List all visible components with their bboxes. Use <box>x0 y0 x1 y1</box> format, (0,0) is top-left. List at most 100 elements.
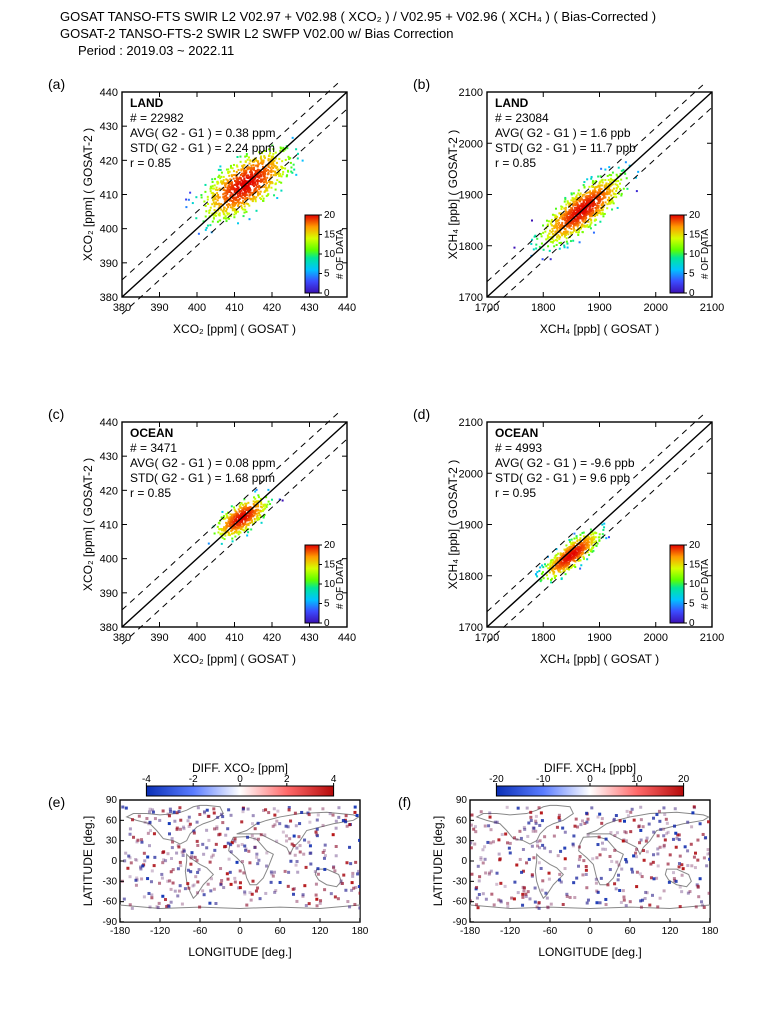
svg-text:2000: 2000 <box>459 468 483 480</box>
svg-text:390: 390 <box>150 302 168 314</box>
svg-text:# OF DATA: # OF DATA <box>335 229 346 280</box>
svg-text:-20: -20 <box>489 774 504 785</box>
svg-text:1900: 1900 <box>459 190 483 202</box>
svg-text:# OF DATA: # OF DATA <box>700 559 711 610</box>
svg-text:XCO₂ [ppm] ( GOSAT-2 ): XCO₂ [ppm] ( GOSAT-2 ) <box>81 458 95 591</box>
svg-text:1800: 1800 <box>531 302 555 314</box>
svg-text:0: 0 <box>324 618 330 629</box>
svg-text:2100: 2100 <box>459 87 483 99</box>
svg-text:2000: 2000 <box>644 302 668 314</box>
svg-text:1900: 1900 <box>459 520 483 532</box>
figure: { "header": { "line1": "GOSAT TANSO-FTS … <box>0 0 770 1024</box>
svg-text:XCO₂ [ppm] ( GOSAT ): XCO₂ [ppm] ( GOSAT ) <box>173 322 296 336</box>
svg-text:0: 0 <box>237 926 243 937</box>
svg-text:0: 0 <box>587 774 593 785</box>
panel-label-f: (f) <box>398 794 411 810</box>
svg-text:15: 15 <box>689 560 701 571</box>
svg-text:420: 420 <box>100 155 118 167</box>
svg-text:30: 30 <box>106 836 118 847</box>
svg-text:440: 440 <box>338 632 356 644</box>
panel-label-e: (e) <box>48 794 65 810</box>
svg-text:2100: 2100 <box>459 417 483 429</box>
svg-text:LONGITUDE [deg.]: LONGITUDE [deg.] <box>538 945 641 959</box>
svg-text:0: 0 <box>324 288 330 299</box>
svg-text:430: 430 <box>300 302 318 314</box>
svg-text:180: 180 <box>352 926 369 937</box>
svg-text:2100: 2100 <box>700 302 724 314</box>
svg-text:5: 5 <box>324 599 330 610</box>
svg-text:20: 20 <box>678 774 690 785</box>
svg-text:-30: -30 <box>103 876 118 887</box>
svg-text:-90: -90 <box>453 917 468 928</box>
svg-text:-2: -2 <box>189 774 198 785</box>
svg-text:430: 430 <box>300 632 318 644</box>
svg-text:10: 10 <box>324 579 336 590</box>
svg-text:390: 390 <box>100 258 118 270</box>
svg-text:380: 380 <box>100 622 118 634</box>
svg-text:-120: -120 <box>150 926 170 937</box>
header-line-2: GOSAT-2 TANSO-FTS-2 SWIR L2 SWFP V02.00 … <box>60 25 656 42</box>
svg-text:1800: 1800 <box>459 571 483 583</box>
svg-text:0: 0 <box>587 926 593 937</box>
svg-text:15: 15 <box>689 230 701 241</box>
svg-text:-4: -4 <box>142 774 151 785</box>
panel-c: (c)3803803903904004004104104204204304304… <box>80 412 360 667</box>
stats-b: LAND# = 23084AVG( G2 - G1 ) = 1.6 ppbSTD… <box>495 96 636 171</box>
svg-text:20: 20 <box>324 540 336 551</box>
svg-text:410: 410 <box>100 520 118 532</box>
svg-text:20: 20 <box>324 210 336 221</box>
panel-e: (e)DIFF. XCO₂ [ppm]-4-2024-180-120-60060… <box>80 760 370 960</box>
svg-text:1800: 1800 <box>531 632 555 644</box>
svg-text:390: 390 <box>100 588 118 600</box>
svg-text:420: 420 <box>263 302 281 314</box>
svg-text:400: 400 <box>100 554 118 566</box>
svg-text:400: 400 <box>188 632 206 644</box>
svg-text:LONGITUDE [deg.]: LONGITUDE [deg.] <box>188 945 291 959</box>
svg-text:-60: -60 <box>193 926 208 937</box>
svg-text:400: 400 <box>188 302 206 314</box>
svg-text:15: 15 <box>324 560 336 571</box>
svg-text:1800: 1800 <box>459 241 483 253</box>
svg-text:-120: -120 <box>500 926 520 937</box>
svg-text:380: 380 <box>100 292 118 304</box>
svg-text:XCO₂ [ppm] ( GOSAT ): XCO₂ [ppm] ( GOSAT ) <box>173 652 296 666</box>
svg-text:1700: 1700 <box>459 292 483 304</box>
svg-text:0: 0 <box>689 618 695 629</box>
svg-text:120: 120 <box>312 926 329 937</box>
svg-text:10: 10 <box>689 579 701 590</box>
svg-text:440: 440 <box>100 87 118 99</box>
header-line-3: Period : 2019.03 ~ 2022.11 <box>78 42 656 59</box>
svg-text:440: 440 <box>100 417 118 429</box>
svg-text:60: 60 <box>456 815 468 826</box>
svg-text:-10: -10 <box>536 774 551 785</box>
svg-text:90: 90 <box>106 795 118 806</box>
panel-label-d: (d) <box>413 406 430 422</box>
svg-text:1900: 1900 <box>587 632 611 644</box>
svg-text:420: 420 <box>100 485 118 497</box>
svg-text:30: 30 <box>456 836 468 847</box>
svg-text:0: 0 <box>237 774 243 785</box>
svg-text:-60: -60 <box>453 897 468 908</box>
svg-text:# OF DATA: # OF DATA <box>700 229 711 280</box>
svg-text:2100: 2100 <box>700 632 724 644</box>
svg-text:XCO₂ [ppm] ( GOSAT-2 ): XCO₂ [ppm] ( GOSAT-2 ) <box>81 128 95 261</box>
svg-text:-90: -90 <box>103 917 118 928</box>
svg-text:90: 90 <box>456 795 468 806</box>
svg-text:0: 0 <box>689 288 695 299</box>
svg-text:410: 410 <box>225 632 243 644</box>
svg-text:180: 180 <box>702 926 719 937</box>
svg-text:2: 2 <box>284 774 290 785</box>
svg-text:5: 5 <box>324 269 330 280</box>
svg-text:400: 400 <box>100 224 118 236</box>
panel-a: (a)3803803903904004004104104204204304304… <box>80 82 360 337</box>
panel-f: (f)DIFF. XCH₄ [ppb]-20-1001020-180-120-6… <box>430 760 720 960</box>
svg-text:XCH₄ [ppb] ( GOSAT-2 ): XCH₄ [ppb] ( GOSAT-2 ) <box>446 460 460 589</box>
svg-text:20: 20 <box>689 210 701 221</box>
svg-text:410: 410 <box>225 302 243 314</box>
svg-text:410: 410 <box>100 190 118 202</box>
svg-text:5: 5 <box>689 599 695 610</box>
svg-text:120: 120 <box>662 926 679 937</box>
svg-text:0: 0 <box>461 856 467 867</box>
svg-text:0: 0 <box>111 856 117 867</box>
svg-text:-60: -60 <box>103 897 118 908</box>
